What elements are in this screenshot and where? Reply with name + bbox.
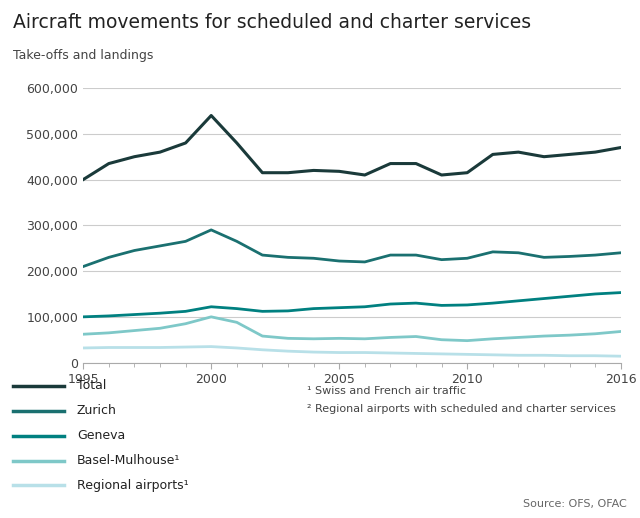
Text: ² Regional airports with scheduled and charter services: ² Regional airports with scheduled and c… <box>307 404 616 414</box>
Text: Basel-Mulhouse¹: Basel-Mulhouse¹ <box>77 454 180 467</box>
Text: Aircraft movements for scheduled and charter services: Aircraft movements for scheduled and cha… <box>13 13 531 32</box>
Text: Zurich: Zurich <box>77 404 116 418</box>
Text: Regional airports¹: Regional airports¹ <box>77 479 188 492</box>
Text: Geneva: Geneva <box>77 429 125 442</box>
Text: Total: Total <box>77 379 106 393</box>
Text: Take-offs and landings: Take-offs and landings <box>13 49 153 62</box>
Text: Source: OFS, OFAC: Source: OFS, OFAC <box>524 499 627 509</box>
Text: ¹ Swiss and French air traffic: ¹ Swiss and French air traffic <box>307 386 466 396</box>
